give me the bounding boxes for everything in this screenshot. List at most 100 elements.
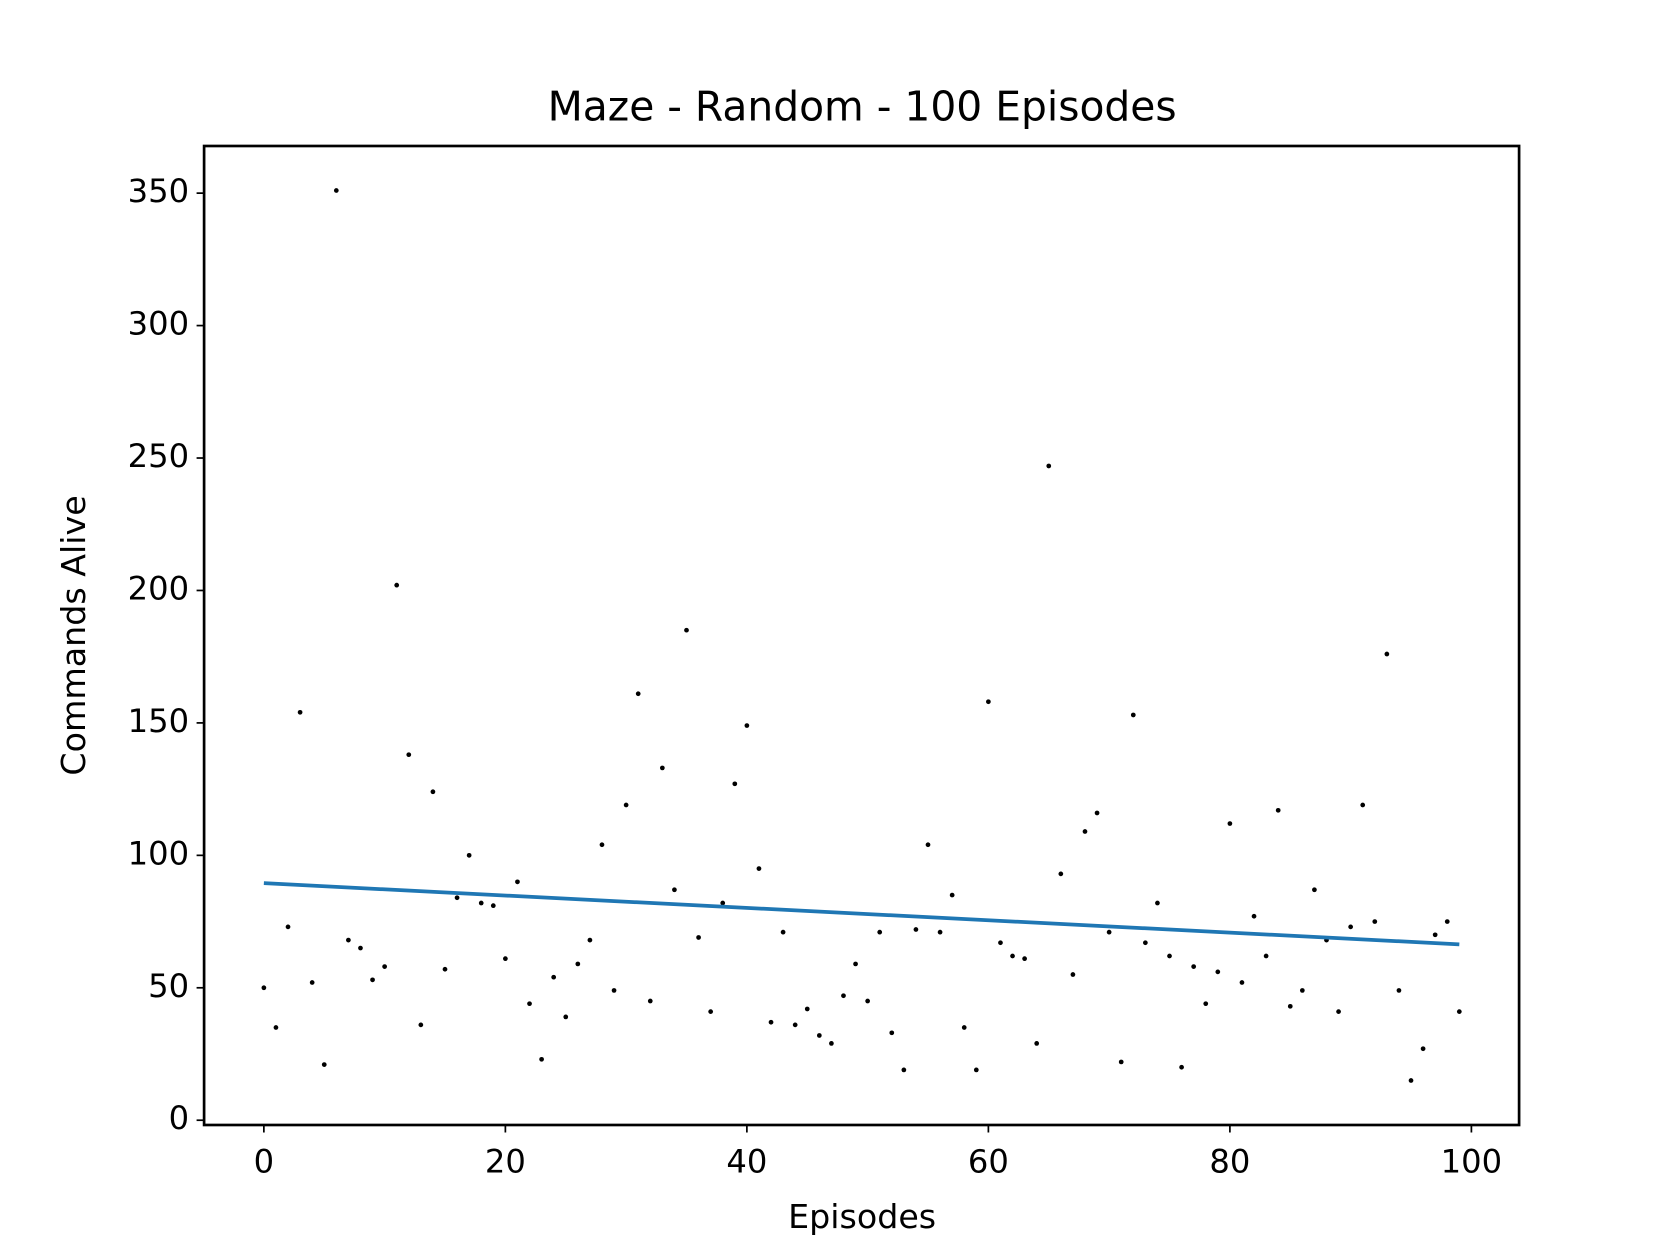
point <box>804 1006 810 1012</box>
point <box>937 929 943 935</box>
point <box>466 852 472 858</box>
point <box>780 929 786 935</box>
y-axis-label: Commands Alive <box>54 495 93 775</box>
x-tick-label: 0 <box>254 1143 274 1181</box>
point <box>503 956 508 962</box>
point <box>647 998 653 1004</box>
x-axis-label: Episodes <box>788 1197 936 1236</box>
y-tick-label: 350 <box>128 172 189 210</box>
point <box>853 961 858 967</box>
point <box>1384 651 1390 657</box>
point <box>1143 940 1148 946</box>
y-tick-label: 150 <box>128 702 189 740</box>
chart-title: Maze - Random - 100 Episodes <box>548 82 1177 130</box>
point <box>442 966 448 972</box>
point <box>961 1025 967 1030</box>
point <box>1432 932 1438 938</box>
point <box>418 1022 424 1028</box>
point <box>684 627 689 633</box>
point <box>1010 953 1015 959</box>
point <box>1082 829 1088 834</box>
x-tick-label: 40 <box>726 1143 767 1181</box>
point <box>659 765 665 771</box>
point <box>587 937 593 943</box>
point <box>394 582 400 588</box>
point <box>1251 913 1257 919</box>
point <box>816 1033 822 1038</box>
y-tick-label: 300 <box>128 305 189 343</box>
point <box>1155 900 1160 906</box>
point <box>539 1056 544 1062</box>
point <box>998 940 1003 946</box>
x-tick-label: 80 <box>1209 1143 1250 1181</box>
point <box>309 980 315 985</box>
point <box>454 895 460 901</box>
point <box>490 903 496 909</box>
point <box>1070 972 1076 977</box>
point <box>1239 980 1245 985</box>
point <box>1444 919 1450 924</box>
y-tick-label: 250 <box>128 437 189 475</box>
point <box>623 802 629 808</box>
point <box>889 1030 895 1036</box>
point <box>901 1067 907 1073</box>
point <box>925 842 931 848</box>
point <box>551 974 557 980</box>
x-tick-label: 100 <box>1441 1143 1502 1181</box>
point <box>986 699 991 705</box>
point <box>1360 802 1366 808</box>
point <box>273 1025 279 1030</box>
trend-line <box>263 881 1460 947</box>
point <box>261 985 267 991</box>
point <box>1130 712 1136 718</box>
point <box>1348 924 1354 930</box>
point <box>1420 1046 1426 1052</box>
point <box>358 945 363 951</box>
point <box>1396 988 1402 993</box>
point <box>1191 964 1197 969</box>
point <box>635 691 641 697</box>
y-tick-label: 200 <box>128 569 189 607</box>
point <box>720 900 726 906</box>
point <box>1456 1009 1462 1014</box>
point <box>756 866 762 871</box>
point <box>1215 969 1221 975</box>
plot-frame <box>202 144 1521 1127</box>
point <box>672 887 677 893</box>
point <box>1167 953 1172 959</box>
point <box>611 988 617 993</box>
point <box>865 998 870 1004</box>
point <box>1275 807 1281 813</box>
point <box>1312 887 1317 893</box>
point <box>973 1067 979 1073</box>
point <box>1179 1064 1184 1070</box>
point <box>563 1014 569 1020</box>
y-tick-label: 100 <box>128 834 189 872</box>
point <box>792 1022 798 1028</box>
point <box>744 723 750 728</box>
point <box>370 977 375 983</box>
point <box>527 1001 532 1007</box>
point <box>1118 1059 1124 1065</box>
point <box>1227 821 1233 826</box>
point <box>599 842 605 848</box>
point <box>321 1062 327 1067</box>
point <box>430 789 436 795</box>
point <box>732 781 738 787</box>
point <box>841 993 846 999</box>
point <box>1034 1041 1040 1046</box>
point <box>696 935 701 940</box>
point <box>1263 953 1269 959</box>
point <box>913 927 919 932</box>
point <box>1372 919 1378 924</box>
y-tick-label: 0 <box>169 1099 189 1137</box>
point <box>406 752 412 758</box>
point <box>575 961 581 967</box>
point <box>1058 871 1064 877</box>
point <box>333 188 339 193</box>
x-tick-label: 20 <box>485 1143 526 1181</box>
point <box>877 929 883 935</box>
point <box>1106 929 1112 935</box>
